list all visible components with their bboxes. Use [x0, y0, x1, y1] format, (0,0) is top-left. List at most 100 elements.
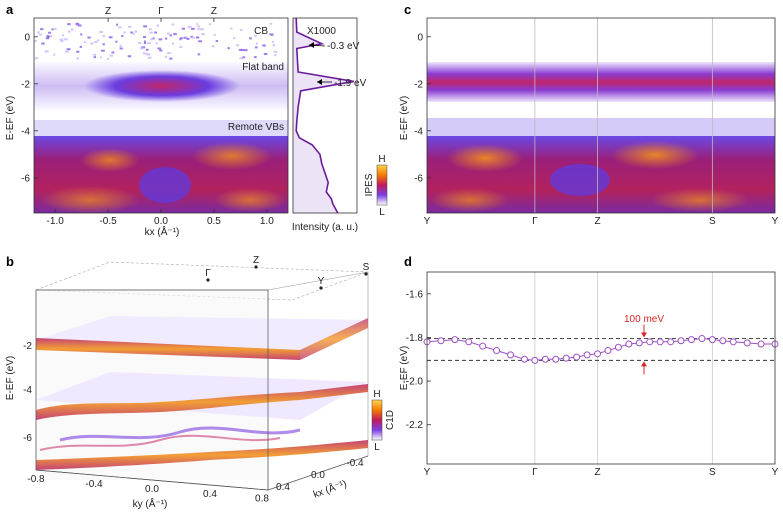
- cb-speckle-dot: [253, 56, 257, 59]
- panel-d-point: [677, 337, 685, 345]
- panel-d-arrowhead-down: [641, 332, 647, 338]
- panel-b-xtick-label: -0.4: [85, 479, 103, 490]
- cb-speckle-dot: [272, 44, 276, 47]
- cb-speckle-dot: [145, 53, 149, 56]
- cb-speckle-dot: [75, 22, 80, 25]
- edc-arrowhead-2: [317, 79, 322, 85]
- cb-speckle-dot: [171, 42, 175, 45]
- cb-speckle-dot: [154, 31, 158, 34]
- panel-c-colorbar: H L IPES: [364, 154, 388, 218]
- cb-speckle-dot: [244, 49, 248, 52]
- panel-d-xtick-label: Y: [424, 467, 431, 478]
- panel-d-xtick-label: Z: [594, 467, 600, 478]
- cb-speckle-dot: [271, 40, 275, 43]
- cb-speckle-dot: [115, 23, 119, 26]
- panel-b-xtick-label: 0.8: [255, 493, 269, 504]
- cb-speckle-dot: [115, 40, 118, 43]
- panel-a-ytick-label: -4: [21, 126, 30, 137]
- cb-speckle-dot: [179, 45, 183, 48]
- cb-speckle-dot: [191, 36, 195, 39]
- cb-speckle-dot: [241, 49, 245, 52]
- panel-c-xtick-label: S: [709, 216, 716, 227]
- panel-d-point: [604, 347, 612, 355]
- panel-a-ytick-label: 0: [24, 32, 30, 43]
- panel-d-label: d: [404, 254, 412, 269]
- panel-a-edc: [292, 17, 358, 214]
- panel-d-ytick-label: -2.2: [406, 420, 424, 431]
- cb-speckle-dot: [60, 40, 64, 43]
- cb-speckle-dot: [107, 57, 110, 60]
- cb-speckle-dot: [119, 47, 123, 50]
- panel-d-y-ticks: -1.6 -1.8 -2.0 -2.2: [406, 289, 431, 431]
- cb-speckle-dot: [262, 44, 266, 47]
- panel-d-arrows: [641, 324, 647, 375]
- panel-d-point: [507, 351, 515, 359]
- panel-a-xtick-label: -1.0: [47, 216, 65, 227]
- panel-b-ytick-label: -2: [23, 341, 32, 352]
- panel-b-kpoint-label: Z: [253, 255, 259, 266]
- cb-speckle-dot: [83, 41, 87, 44]
- cb-speckle-dot: [108, 36, 113, 39]
- cb-speckle-dot: [109, 54, 113, 57]
- panel-c-y-ticks: 0 -2 -4 -6: [414, 32, 431, 184]
- edc-line: [295, 17, 354, 214]
- cb-speckle-dot: [134, 30, 138, 33]
- cb-speckle-dot: [227, 47, 230, 50]
- panel-d-point: [465, 338, 473, 346]
- panel-d-point: [719, 337, 727, 345]
- cb-speckle-dot: [51, 28, 54, 31]
- cb-speckle-dot: [48, 31, 52, 34]
- edc-peak-2: -1.9 eV: [334, 78, 367, 89]
- panel-b-depth-ticks: 0.4 0.0 -0.4: [276, 458, 364, 493]
- cb-speckle-dot: [127, 55, 132, 58]
- panel-d-point: [437, 337, 445, 345]
- cb-speckle-dot: [169, 34, 172, 37]
- cb-speckle-dot: [46, 35, 50, 38]
- cb-speckle-dot: [147, 42, 151, 45]
- cb-speckle-dot: [77, 24, 82, 27]
- panel-b-x-ticks: -0.8 -0.4 0.0 0.4 0.8: [27, 474, 269, 504]
- cb-speckle-dot: [140, 47, 144, 50]
- cb-speckle-dot: [190, 27, 195, 30]
- cb-speckle-dot: [156, 24, 160, 27]
- cb-speckle-dot: [76, 50, 80, 53]
- panel-a-heatmap: [33, 17, 289, 214]
- cb-speckle-dot: [38, 33, 43, 36]
- cb-speckle-dot: [238, 48, 242, 51]
- cb-speckle-dot: [183, 36, 188, 39]
- panel-a-xtick-label: 0.0: [154, 216, 168, 227]
- cb-speckle-dot: [239, 57, 244, 60]
- panel-d-arrowhead-up: [641, 361, 647, 367]
- panel-d-ytick-label: -1.8: [406, 333, 424, 344]
- cb-speckle-dot: [208, 23, 211, 26]
- panel-c-sym-lines: [534, 18, 713, 213]
- panel-d-point: [552, 355, 560, 363]
- panel-d-point: [757, 340, 765, 348]
- cb-speckle-dot: [70, 28, 74, 31]
- panel-c-ytick-label: -2: [414, 79, 423, 90]
- panel-d-point: [451, 336, 459, 344]
- cb-speckle-dot: [157, 47, 161, 50]
- panel-d-xtick-label: Γ: [532, 467, 538, 478]
- cb-speckle-dot: [80, 33, 83, 36]
- panel-b-xtick-label: 0.4: [203, 489, 217, 500]
- cb-speckle-dot: [90, 42, 94, 45]
- panel-d-point: [698, 335, 706, 343]
- cb-speckle-dot: [123, 31, 126, 34]
- cb-speckle-dot: [34, 57, 39, 60]
- panel-d-reference-lines: [427, 338, 775, 361]
- cb-speckle-dot: [164, 37, 168, 40]
- edc-peak-1: -0.3 eV: [327, 41, 360, 52]
- cb-speckle-dot: [185, 36, 188, 39]
- cb-speckle-dot: [76, 57, 80, 60]
- panel-d-point: [573, 353, 581, 361]
- cb-speckle-dot: [249, 37, 252, 40]
- annot-cb: CB: [254, 26, 268, 37]
- cb-speckle-dot: [158, 38, 163, 41]
- annot-remote-vbs: Remote VBs: [228, 122, 284, 133]
- panel-d-point: [583, 351, 591, 359]
- cb-speckle-dot: [263, 53, 268, 56]
- cb-speckle-dot: [171, 23, 175, 26]
- cb-speckle-dot: [255, 42, 258, 45]
